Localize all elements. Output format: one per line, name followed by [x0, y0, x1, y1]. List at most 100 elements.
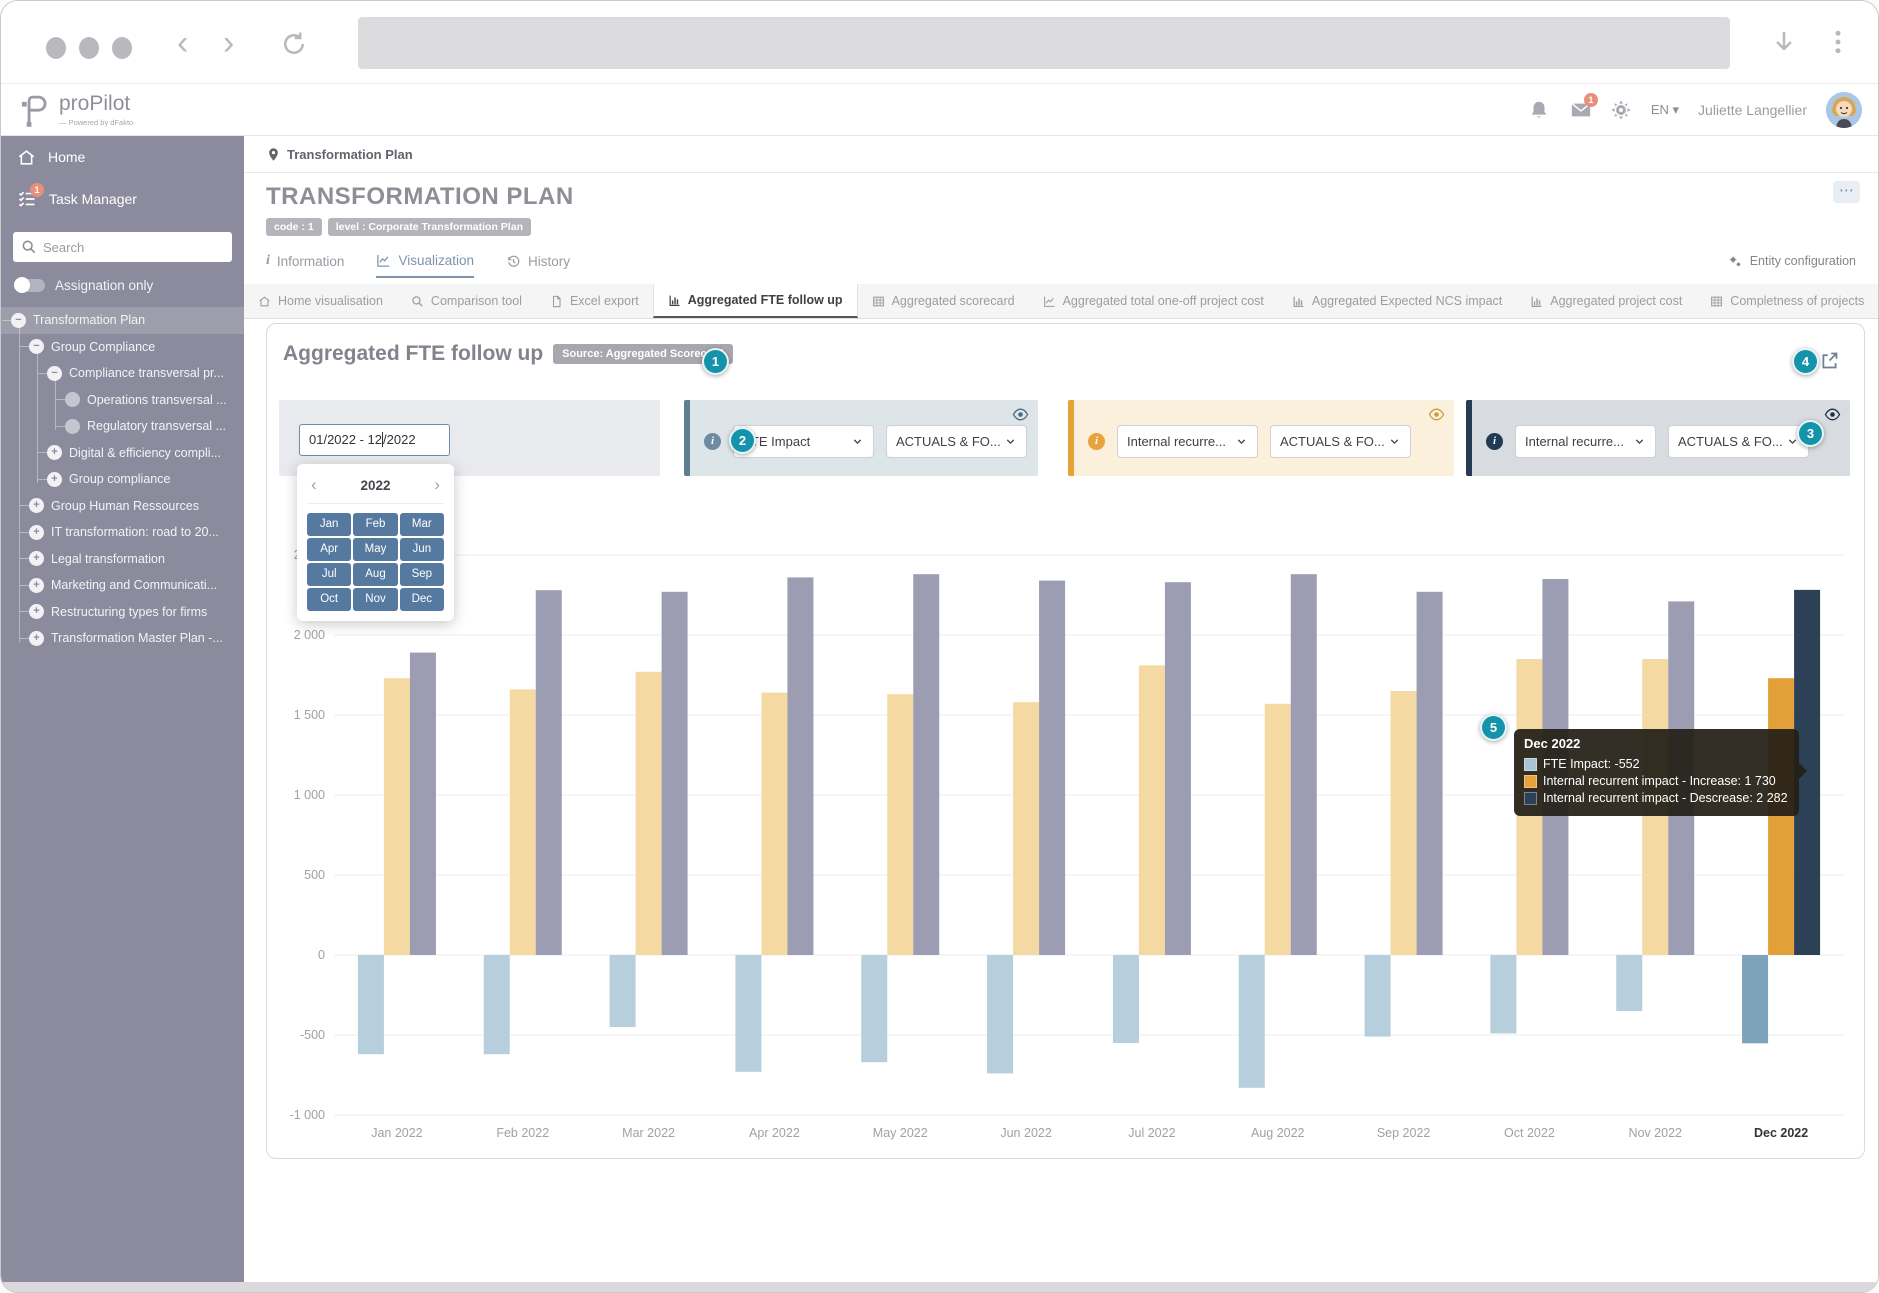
bar-feb-2022-series-2[interactable]	[535, 590, 562, 955]
bar-jul-2022-series-2[interactable]	[1164, 582, 1191, 955]
subtab-comparison-tool[interactable]: Comparison tool	[397, 284, 536, 318]
month-button-jul[interactable]: Jul	[307, 563, 352, 586]
fullscreen-icon[interactable]	[1819, 350, 1840, 371]
eye-icon[interactable]	[1824, 406, 1841, 423]
tree-item-it-transformation-road-to-20[interactable]: + IT transformation: road to 20...	[1, 519, 244, 546]
bar-apr-2022-series-0[interactable]	[735, 955, 762, 1072]
window-control-dots[interactable]	[46, 37, 132, 59]
search-input[interactable]	[13, 232, 232, 262]
bar-oct-2022-series-0[interactable]	[1490, 955, 1517, 1034]
bar-sep-2022-series-0[interactable]	[1364, 955, 1391, 1037]
tree-item-group-human-ressources[interactable]: + Group Human Ressources	[1, 493, 244, 520]
subtab-aggregated-fte-follow-up[interactable]: Aggregated FTE follow up	[652, 284, 858, 318]
previous-year-chevron[interactable]: ‹	[311, 475, 317, 494]
sidebar-item-home[interactable]: Home	[1, 136, 244, 178]
month-button-sep[interactable]: Sep	[399, 563, 444, 586]
bar-aug-2022-series-0[interactable]	[1238, 955, 1265, 1088]
download-icon[interactable]	[1769, 27, 1799, 57]
subtab-aggregated-total-one-off-project-cost[interactable]: Aggregated total one-off project cost	[1029, 284, 1278, 318]
month-button-jan[interactable]: Jan	[307, 513, 352, 536]
month-button-oct[interactable]: Oct	[307, 588, 352, 611]
bar-jun-2022-series-2[interactable]	[1039, 580, 1066, 955]
bar-apr-2022-series-2[interactable]	[787, 577, 814, 955]
more-actions-button[interactable]: ⋯	[1833, 181, 1860, 203]
month-button-feb[interactable]: Feb	[353, 513, 398, 536]
tab-visualization[interactable]: Visualization	[376, 244, 474, 278]
tab-information[interactable]: i Information	[266, 253, 345, 269]
expand-plus-icon[interactable]: +	[29, 498, 44, 514]
expand-plus-icon[interactable]: +	[47, 471, 62, 487]
user-name[interactable]: Juliette Langellier	[1698, 102, 1807, 118]
bell-icon[interactable]	[1528, 99, 1550, 121]
tree-item-operations-transversal[interactable]: Operations transversal ...	[1, 387, 244, 414]
mail-icon[interactable]: 1	[1569, 93, 1598, 121]
month-button-mar[interactable]: Mar	[399, 513, 444, 536]
gear-icon[interactable]	[1610, 99, 1632, 121]
bar-may-2022-series-2[interactable]	[913, 574, 940, 955]
tree-item-transformation-plan[interactable]: − Transformation Plan	[1, 307, 244, 334]
expand-plus-icon[interactable]: +	[29, 524, 44, 540]
tree-item-digital-efficiency-compli[interactable]: + Digital & efficiency compli...	[1, 440, 244, 467]
bar-dec-2022-series-1[interactable]	[1768, 678, 1795, 955]
bar-aug-2022-series-1[interactable]	[1264, 703, 1291, 955]
collapse-minus-icon[interactable]: −	[29, 339, 44, 355]
avatar[interactable]	[1826, 92, 1862, 128]
bar-jan-2022-series-0[interactable]	[357, 955, 384, 1055]
breadcrumb-label[interactable]: Transformation Plan	[287, 146, 413, 162]
month-button-may[interactable]: May	[353, 538, 398, 561]
bar-feb-2022-series-0[interactable]	[483, 955, 510, 1055]
bar-nov-2022-series-0[interactable]	[1616, 955, 1643, 1011]
subtab-completness-of-projects[interactable]: Completness of projects	[1696, 284, 1878, 318]
bar-jan-2022-series-2[interactable]	[409, 652, 436, 955]
expand-plus-icon[interactable]: +	[29, 630, 44, 646]
collapse-minus-icon[interactable]: −	[11, 312, 26, 328]
subtab-aggregated-scorecard[interactable]: Aggregated scorecard	[858, 284, 1029, 318]
url-bar[interactable]	[358, 17, 1730, 69]
expand-plus-icon[interactable]: +	[29, 551, 44, 567]
tree-item-group-compliance[interactable]: − Group Compliance	[1, 334, 244, 361]
sidebar-item-task-manager[interactable]: 1 Task Manager	[1, 178, 244, 220]
display-mode-dropdown[interactable]: ACTUALS & FO...	[1270, 425, 1411, 458]
month-button-nov[interactable]: Nov	[353, 588, 398, 611]
subtab-excel-export[interactable]: Excel export	[536, 284, 653, 318]
language-selector[interactable]: EN ▾	[1650, 102, 1680, 117]
tree-item-compliance-transversal-pr[interactable]: − Compliance transversal pr...	[1, 360, 244, 387]
subtab-aggregated-project-cost[interactable]: Aggregated project cost	[1516, 284, 1696, 318]
bar-feb-2022-series-1[interactable]	[509, 689, 536, 955]
tree-item-marketing-and-communicati[interactable]: + Marketing and Communicati...	[1, 572, 244, 599]
refresh-icon[interactable]	[279, 29, 309, 59]
bar-jul-2022-series-0[interactable]	[1112, 955, 1139, 1043]
subtab-home-visualisation[interactable]: Home visualisation	[244, 284, 397, 318]
entity-configuration-button[interactable]: Entity configuration	[1727, 254, 1878, 269]
bar-mar-2022-series-1[interactable]	[635, 671, 662, 955]
month-button-aug[interactable]: Aug	[353, 563, 398, 586]
month-button-dec[interactable]: Dec	[399, 588, 444, 611]
tree-item-transformation-master-plan[interactable]: + Transformation Master Plan -...	[1, 625, 244, 652]
tree-item-legal-transformation[interactable]: + Legal transformation	[1, 546, 244, 573]
display-mode-dropdown[interactable]: ACTUALS & FO...	[1668, 425, 1809, 458]
bar-mar-2022-series-0[interactable]	[609, 955, 636, 1027]
bar-jan-2022-series-1[interactable]	[383, 678, 410, 955]
expand-plus-icon[interactable]: +	[29, 577, 44, 593]
date-range-input[interactable]: 01/2022 - 12/2022	[299, 424, 450, 456]
bar-jun-2022-series-1[interactable]	[1013, 702, 1040, 955]
bar-jul-2022-series-1[interactable]	[1138, 665, 1165, 955]
month-button-jun[interactable]: Jun	[399, 538, 444, 561]
bar-may-2022-series-0[interactable]	[861, 955, 888, 1063]
series-dropdown[interactable]: FTE Impact	[733, 425, 874, 458]
app-logo[interactable]: proPilot — Powered by dFakto	[19, 90, 133, 128]
back-chevron-icon[interactable]: ‹	[177, 24, 189, 62]
next-year-chevron[interactable]: ›	[434, 475, 440, 494]
bar-sep-2022-series-2[interactable]	[1416, 591, 1443, 955]
bar-mar-2022-series-2[interactable]	[661, 591, 688, 955]
bar-dec-2022-series-0[interactable]	[1742, 955, 1769, 1044]
display-mode-dropdown[interactable]: ACTUALS & FO...	[886, 425, 1027, 458]
expand-plus-icon[interactable]: +	[47, 445, 62, 461]
kebab-menu-icon[interactable]	[1823, 27, 1853, 57]
tab-history[interactable]: History	[506, 244, 570, 278]
assignation-only-toggle[interactable]	[14, 277, 45, 293]
collapse-minus-icon[interactable]: −	[47, 365, 62, 381]
tree-item-regulatory-transversal[interactable]: Regulatory transversal ...	[1, 413, 244, 440]
subtab-aggregated-expected-ncs-impact[interactable]: Aggregated Expected NCS impact	[1278, 284, 1516, 318]
